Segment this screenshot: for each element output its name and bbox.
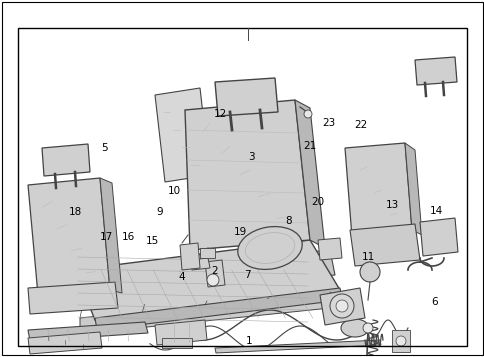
Polygon shape: [155, 320, 207, 345]
Polygon shape: [28, 178, 110, 295]
Text: 4: 4: [178, 272, 185, 282]
Text: 22: 22: [354, 120, 367, 130]
Text: 13: 13: [385, 200, 399, 210]
Circle shape: [362, 323, 372, 333]
Text: 6: 6: [430, 297, 437, 307]
Polygon shape: [80, 292, 329, 334]
Polygon shape: [318, 238, 341, 260]
Circle shape: [395, 336, 405, 346]
Text: 19: 19: [233, 227, 246, 237]
Polygon shape: [414, 57, 456, 85]
Text: 23: 23: [321, 118, 335, 128]
Polygon shape: [190, 258, 210, 270]
Text: 12: 12: [213, 109, 227, 119]
Text: 3: 3: [247, 152, 254, 162]
Text: 21: 21: [302, 141, 316, 151]
Text: 11: 11: [361, 252, 375, 262]
Text: 9: 9: [156, 207, 163, 217]
Polygon shape: [28, 282, 118, 314]
Text: 2: 2: [211, 266, 217, 276]
Text: 16: 16: [121, 232, 135, 242]
Text: 17: 17: [100, 232, 113, 242]
Polygon shape: [344, 143, 411, 237]
Polygon shape: [214, 78, 277, 116]
Polygon shape: [294, 100, 324, 248]
Polygon shape: [75, 240, 339, 320]
Text: 10: 10: [167, 186, 181, 196]
Text: 15: 15: [146, 236, 159, 246]
Polygon shape: [42, 144, 90, 176]
Polygon shape: [180, 243, 199, 270]
Bar: [391, 330, 409, 352]
Circle shape: [335, 300, 348, 312]
Polygon shape: [175, 250, 334, 290]
Polygon shape: [419, 218, 457, 256]
Circle shape: [359, 262, 379, 282]
Polygon shape: [184, 100, 309, 250]
Circle shape: [329, 294, 353, 318]
Text: 5: 5: [101, 143, 107, 153]
Text: 7: 7: [243, 270, 250, 280]
Text: 18: 18: [68, 207, 82, 217]
Ellipse shape: [340, 319, 368, 337]
Polygon shape: [95, 288, 341, 330]
Ellipse shape: [237, 227, 302, 270]
Bar: [18, 28, 466, 346]
Polygon shape: [100, 178, 122, 293]
Polygon shape: [155, 88, 210, 182]
Polygon shape: [404, 143, 421, 235]
Text: 1: 1: [245, 336, 252, 346]
Circle shape: [303, 110, 311, 118]
Text: 20: 20: [310, 197, 324, 207]
Circle shape: [207, 274, 219, 286]
Polygon shape: [214, 340, 380, 353]
Bar: [162, 338, 192, 348]
Polygon shape: [28, 322, 148, 341]
Text: 8: 8: [285, 216, 291, 226]
Polygon shape: [349, 224, 419, 266]
Polygon shape: [319, 288, 364, 325]
Polygon shape: [28, 332, 102, 354]
Polygon shape: [205, 260, 225, 287]
Text: 14: 14: [429, 206, 442, 216]
Bar: [199, 248, 214, 258]
